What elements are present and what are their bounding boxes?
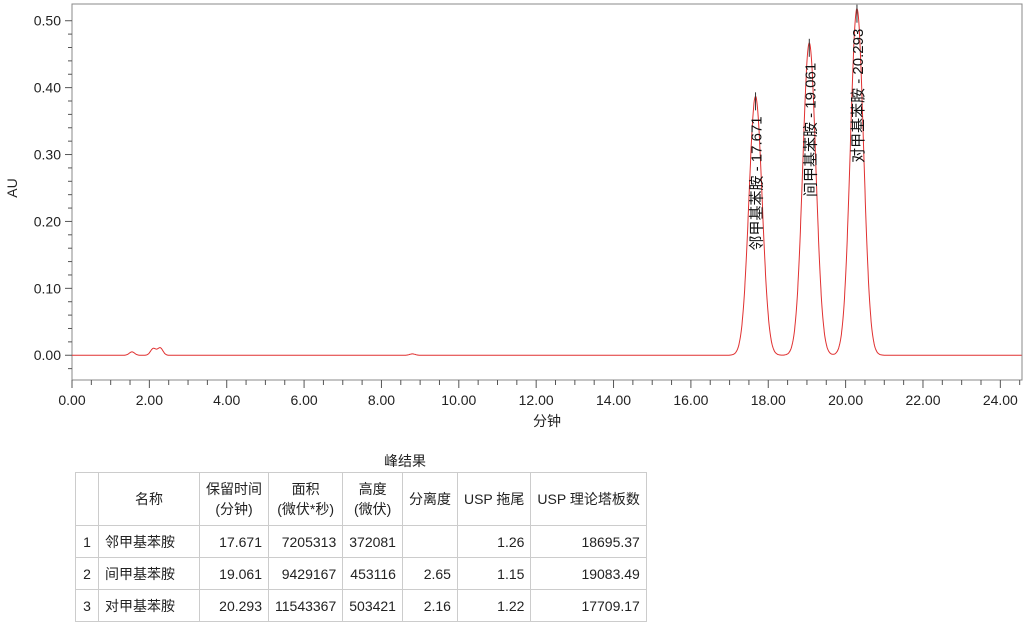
table-cell: 间甲基苯胺 <box>98 557 200 590</box>
table-cell: 11543367 <box>267 589 344 622</box>
column-header-line: (微伏) <box>353 501 392 517</box>
table-cell <box>401 525 458 558</box>
x-tick-label: 16.00 <box>673 392 708 408</box>
table-cell: 7205313 <box>267 525 344 558</box>
x-tick-label: 0.00 <box>58 392 85 408</box>
x-tick-label: 6.00 <box>290 392 317 408</box>
table-cell: 2 <box>75 557 99 590</box>
column-header: USP 理论塔板数 <box>530 472 647 526</box>
table-cell: 20.293 <box>199 589 269 622</box>
x-tick-label: 24.00 <box>983 392 1018 408</box>
y-axis-label: AU <box>4 178 20 197</box>
x-tick-label: 18.00 <box>751 392 786 408</box>
y-tick-label: 0.10 <box>34 280 61 296</box>
peak-label: 间甲基苯胺 - 19.061 <box>802 63 819 197</box>
column-header: 高度 (微伏) <box>342 472 403 526</box>
column-header-line: 保留时间 <box>206 481 262 497</box>
column-header-line: 高度 <box>358 481 387 497</box>
peak-label: 对甲基苯胺 - 20.293 <box>850 29 867 163</box>
table-cell: 17.671 <box>199 525 269 558</box>
table-cell: 2.16 <box>401 589 458 622</box>
chromatogram: 0.00 2.00 4.00 6.00 8.00 10.00 12.00 14.00 16.00… <box>4 3 1023 429</box>
column-header-line: USP 拖尾 <box>463 491 525 507</box>
table-cell: 19.061 <box>199 557 269 590</box>
table-cell: 17709.17 <box>530 589 647 622</box>
table-cell: 1.22 <box>456 589 532 622</box>
column-header: 保留时间 (分钟) <box>199 472 269 526</box>
table-row: 3 对甲基苯胺 20.293 11543367 503421 2.16 1.22 17709.… <box>75 589 647 622</box>
x-tick-label: 8.00 <box>368 392 395 408</box>
table-cell: 1.26 <box>456 525 532 558</box>
table-row: 1 邻甲基苯胺 17.671 7205313 372081 1.26 18695.37 <box>75 525 647 558</box>
table-cell: 19083.49 <box>530 557 647 590</box>
peak-label: 邻甲基苯胺 - 17.671 <box>749 116 766 250</box>
y-tick-label: 0.20 <box>34 213 61 229</box>
table-cell: 372081 <box>342 525 403 558</box>
column-header-line: 分离度 <box>408 491 451 507</box>
table-cell: 对甲基苯胺 <box>98 589 200 622</box>
table-cell: 503421 <box>342 589 403 622</box>
column-header: 面积 (微伏*秒) <box>267 472 344 526</box>
peak-results-table: 名称 保留时间 (分钟) 面积 (微伏*秒) 高度 (微伏) 分离度 USP 拖尾 USP 理论塔… <box>75 472 647 622</box>
table-cell: 1 <box>75 525 99 558</box>
column-header-line: USP 理论塔板数 <box>537 491 640 507</box>
y-tick-label: 0.00 <box>34 347 61 363</box>
table-cell: 邻甲基苯胺 <box>98 525 200 558</box>
column-header-line: (微伏*秒) <box>277 501 335 517</box>
x-tick-label: 20.00 <box>828 392 863 408</box>
column-header <box>75 472 99 526</box>
x-tick-label: 22.00 <box>905 392 940 408</box>
column-header: 分离度 <box>401 472 458 526</box>
x-tick-label: 2.00 <box>136 392 163 408</box>
table-cell: 453116 <box>342 557 403 590</box>
table-title: 峰结果 <box>384 453 426 469</box>
plot-frame <box>71 3 1023 381</box>
x-tick-label: 14.00 <box>596 392 631 408</box>
column-header: USP 拖尾 <box>456 472 532 526</box>
table-cell: 3 <box>75 589 99 622</box>
y-tick-label: 0.50 <box>34 13 61 29</box>
table-cell: 18695.37 <box>530 525 647 558</box>
chromatogram-trace <box>72 7 1022 356</box>
y-tick-label: 0.30 <box>34 147 61 163</box>
table-cell: 9429167 <box>267 557 344 590</box>
column-header-line: 面积 <box>291 481 320 497</box>
x-tick-label: 10.00 <box>441 392 476 408</box>
table-cell: 2.65 <box>401 557 458 590</box>
x-tick-label: 12.00 <box>519 392 554 408</box>
column-header-line: (分钟) <box>215 501 253 517</box>
x-tick-label: 4.00 <box>213 392 240 408</box>
table-cell: 1.15 <box>456 557 532 590</box>
column-header-line: 名称 <box>135 491 163 507</box>
y-tick-label: 0.40 <box>34 80 61 96</box>
table-row: 2 间甲基苯胺 19.061 9429167 453116 2.65 1.15 19083.4… <box>75 557 647 590</box>
x-axis-label: 分钟 <box>533 413 561 429</box>
column-header: 名称 <box>98 472 200 526</box>
